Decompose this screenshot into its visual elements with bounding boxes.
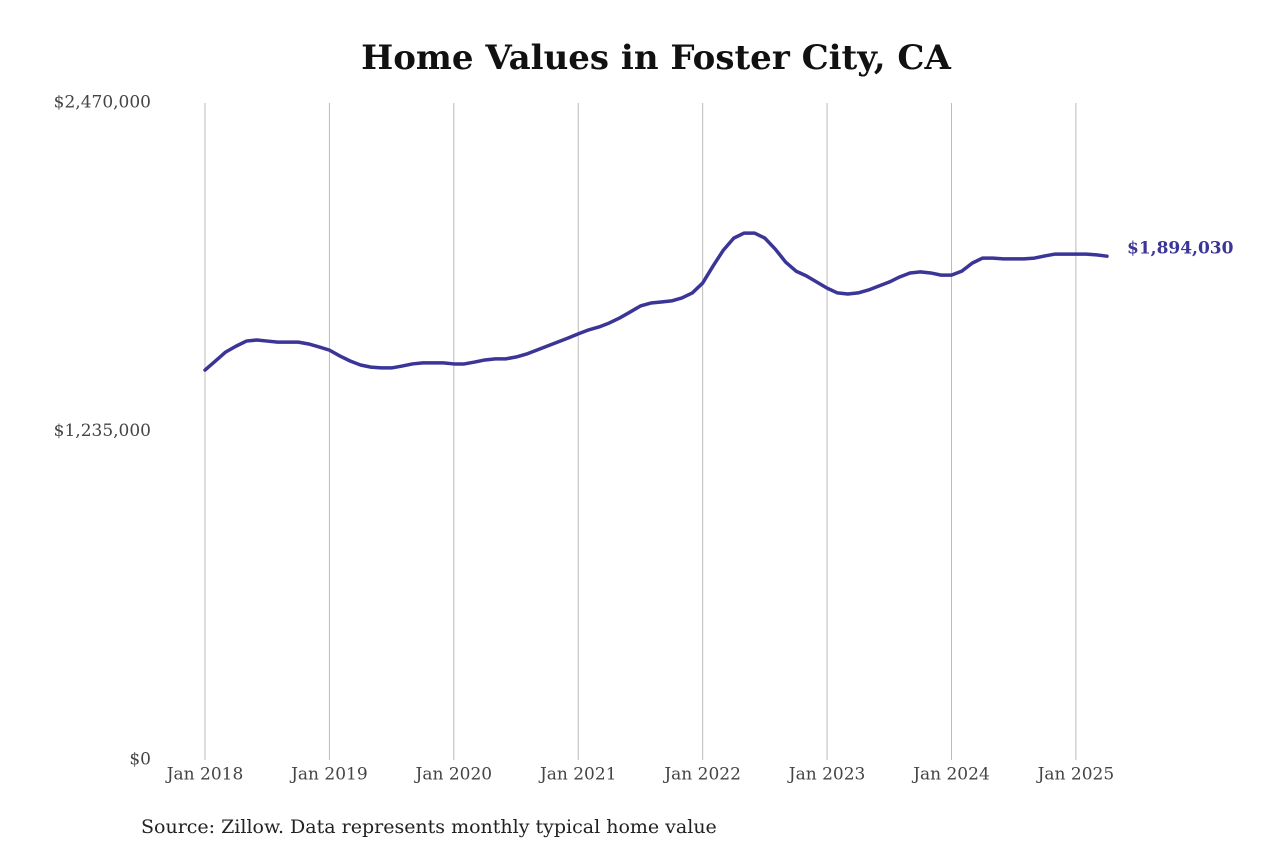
y-tick-label: $1,235,000	[54, 421, 151, 441]
x-tick-label: Jan 2021	[538, 765, 617, 785]
x-tick-label: Jan 2024	[911, 765, 990, 785]
source-note: Source: Zillow. Data represents monthly …	[141, 816, 717, 838]
end-value-label: $1,894,030	[1127, 239, 1234, 259]
x-tick-label: Jan 2018	[165, 765, 244, 785]
y-tick-label: $2,470,000	[54, 93, 151, 113]
x-tick-label: Jan 2022	[662, 765, 741, 785]
line-series	[203, 231, 1109, 372]
x-tick-label: Jan 2020	[414, 765, 493, 785]
chart-title: Home Values in Foster City, CA	[361, 38, 951, 78]
y-tick-label: $0	[129, 750, 151, 770]
x-tick-label: Jan 2025	[1036, 765, 1115, 785]
x-tick-label: Jan 2023	[787, 765, 866, 785]
x-tick-label: Jan 2019	[289, 765, 368, 785]
